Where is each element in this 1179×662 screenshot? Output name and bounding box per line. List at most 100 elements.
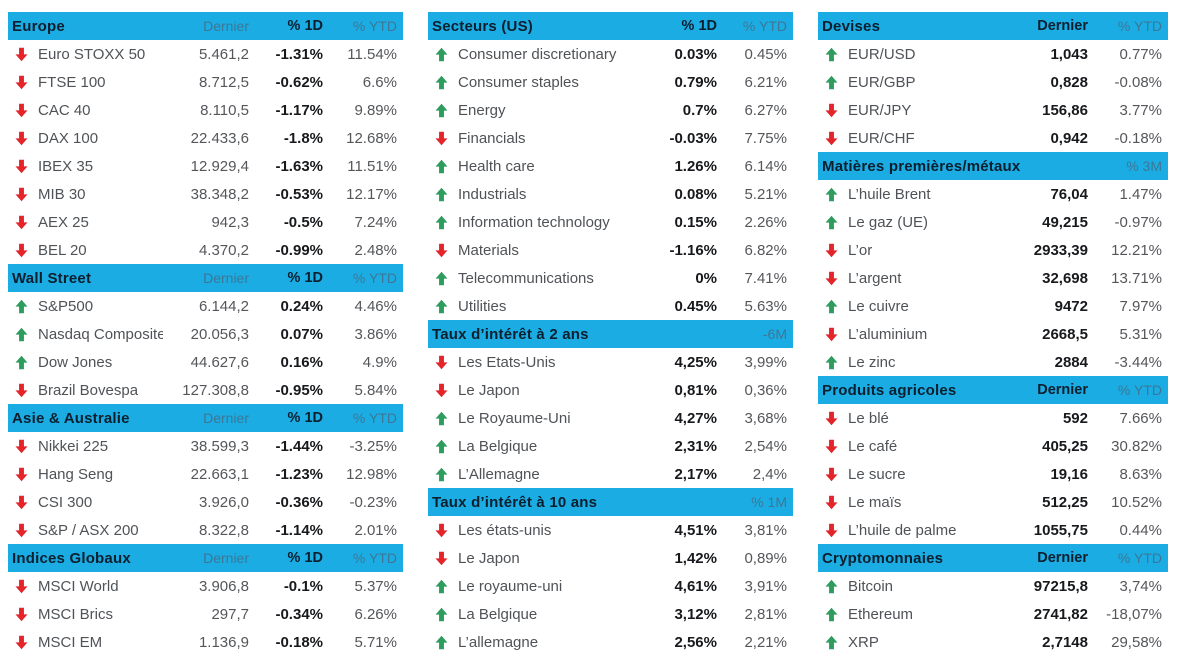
value-cell: 12.17%	[346, 185, 397, 203]
table-row: L’argent 32,698 13.71%	[818, 264, 1168, 292]
table-row: Materials -1.16% 6.82%	[428, 236, 793, 264]
instrument-label: Nasdaq Composite	[38, 325, 163, 343]
column-header: Dernier	[1037, 382, 1088, 398]
instrument-label: Le Royaume-Uni	[458, 409, 571, 427]
table-header: Devises Dernier % YTD	[818, 12, 1168, 40]
table-row: Hang Seng 22.663,1 -1.23% 12.98%	[8, 460, 403, 488]
table-title: Secteurs (US)	[432, 17, 533, 35]
instrument-label: Brazil Bovespa	[38, 381, 139, 399]
instrument-label: L’huile Brent	[848, 185, 931, 203]
column-header: Dernier	[1037, 550, 1088, 566]
column-header: % 1D	[287, 18, 323, 34]
instrument-label: Information technology	[458, 213, 610, 231]
instrument-label: Dow Jones	[38, 353, 113, 371]
value-cell: 0.15%	[674, 213, 717, 231]
value-cell: 0%	[695, 269, 717, 287]
value-cell: -0.5%	[283, 213, 323, 231]
arrow-up-icon	[434, 607, 458, 622]
value-cell: 4.370,2	[198, 241, 249, 259]
arrow-up-icon	[824, 607, 848, 622]
table-header: Wall Street Dernier % 1D % YTD	[8, 264, 403, 292]
instrument-label: XRP	[848, 633, 879, 651]
instrument-label: L’allemagne	[458, 633, 539, 651]
value-cell: 38.348,2	[190, 185, 249, 203]
value-cell: 2,54%	[744, 437, 787, 455]
table-header: Cryptomonnaies Dernier % YTD	[818, 544, 1168, 572]
value-cell: 0.44%	[1119, 521, 1162, 539]
arrow-up-icon	[824, 355, 848, 370]
value-cell: -1.17%	[275, 101, 323, 119]
column-header: % 1D	[287, 550, 323, 566]
table-header: Taux d’intérêt à 10 ans % 1M	[428, 488, 793, 516]
value-cell: 49,215	[1042, 213, 1088, 231]
value-cell: 20.056,3	[190, 325, 249, 343]
value-cell: 12.68%	[346, 129, 397, 147]
value-cell: 19,16	[1050, 465, 1088, 483]
table-header: Secteurs (US) % 1D % YTD	[428, 12, 793, 40]
arrow-down-icon	[824, 243, 848, 258]
table-row: EUR/CHF 0,942 -0.18%	[818, 124, 1168, 152]
value-cell: 2,17%	[674, 465, 717, 483]
value-cell: 2,31%	[674, 437, 717, 455]
instrument-label: CAC 40	[38, 101, 91, 119]
column-header: % YTD	[1117, 382, 1162, 398]
instrument-label: Materials	[458, 241, 519, 259]
table-row: AEX 25 942,3 -0.5% 7.24%	[8, 208, 403, 236]
value-cell: 1055,75	[1033, 521, 1088, 539]
column-header: Dernier	[1037, 18, 1088, 34]
value-cell: 156,86	[1042, 101, 1088, 119]
arrow-down-icon	[14, 75, 38, 90]
value-cell: 5.37%	[354, 577, 397, 595]
table-title: Devises	[822, 17, 881, 35]
arrow-down-icon	[14, 243, 38, 258]
value-cell: 1.47%	[1119, 185, 1162, 203]
arrow-down-icon	[824, 271, 848, 286]
value-cell: 297,7	[211, 605, 249, 623]
value-cell: 0,942	[1050, 129, 1088, 147]
table-row: FTSE 100 8.712,5 -0.62% 6.6%	[8, 68, 403, 96]
table-row: Le Japon 0,81% 0,36%	[428, 376, 793, 404]
table-row: L’or 2933,39 12.21%	[818, 236, 1168, 264]
value-cell: 0,828	[1050, 73, 1088, 91]
value-cell: 0,81%	[674, 381, 717, 399]
column-header: -6M	[762, 326, 787, 342]
value-cell: 2884	[1054, 353, 1088, 371]
table-row: Industrials 0.08% 5.21%	[428, 180, 793, 208]
value-cell: 2,56%	[674, 633, 717, 651]
column-header: % YTD	[352, 270, 397, 286]
value-cell: 2,7148	[1042, 633, 1088, 651]
instrument-label: Energy	[458, 101, 506, 119]
value-cell: 22.663,1	[190, 465, 249, 483]
column-header: Dernier	[203, 270, 249, 286]
value-cell: 6.144,2	[198, 297, 249, 315]
column-header: % 1M	[751, 494, 787, 510]
arrow-down-icon	[434, 383, 458, 398]
instrument-label: La Belgique	[458, 437, 538, 455]
instrument-label: MIB 30	[38, 185, 86, 203]
value-cell: -0.18%	[1114, 129, 1162, 147]
value-cell: -0.95%	[275, 381, 323, 399]
value-cell: 1,42%	[674, 549, 717, 567]
table-row: MSCI Brics 297,7 -0.34% 6.26%	[8, 600, 403, 628]
value-cell: 3,91%	[744, 577, 787, 595]
arrow-down-icon	[14, 579, 38, 594]
instrument-label: Ethereum	[848, 605, 914, 623]
instrument-label: Euro STOXX 50	[38, 45, 146, 63]
value-cell: 4.46%	[354, 297, 397, 315]
arrow-down-icon	[824, 523, 848, 538]
column-header: % YTD	[352, 18, 397, 34]
instrument-label: L’huile de palme	[848, 521, 957, 539]
table-title: Taux d’intérêt à 10 ans	[432, 493, 598, 511]
value-cell: 2.26%	[744, 213, 787, 231]
arrow-down-icon	[14, 467, 38, 482]
table-row: Le sucre 19,16 8.63%	[818, 460, 1168, 488]
table-row: Health care 1.26% 6.14%	[428, 152, 793, 180]
table-row: IBEX 35 12.929,4 -1.63% 11.51%	[8, 152, 403, 180]
table-row: EUR/GBP 0,828 -0.08%	[818, 68, 1168, 96]
table-row: La Belgique 3,12% 2,81%	[428, 600, 793, 628]
value-cell: -1.14%	[275, 521, 323, 539]
value-cell: 405,25	[1042, 437, 1088, 455]
arrow-down-icon	[824, 467, 848, 482]
value-cell: 7.66%	[1119, 409, 1162, 427]
